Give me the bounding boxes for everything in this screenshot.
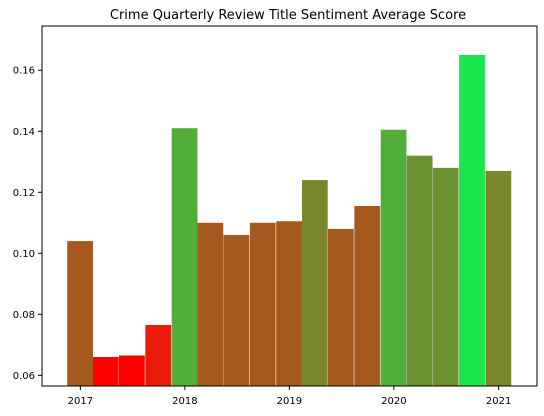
bar-2 — [92, 357, 119, 386]
bar-13 — [380, 129, 407, 386]
y-tick-label: 0.08 — [13, 310, 35, 321]
bar-16 — [459, 54, 485, 386]
bar-12 — [354, 206, 381, 386]
bar-5 — [171, 128, 198, 386]
bars-group — [67, 54, 512, 386]
y-tick-label: 0.10 — [13, 249, 35, 260]
y-tick-label: 0.14 — [13, 127, 35, 138]
y-axis: 0.06 0.08 0.10 0.12 0.14 0.16 — [13, 66, 42, 382]
x-tick-label: 2021 — [486, 396, 511, 407]
bar-7 — [223, 234, 250, 386]
bar-8 — [249, 222, 276, 386]
bar-14 — [406, 155, 433, 386]
x-tick-label: 2019 — [277, 396, 302, 407]
y-tick-label: 0.12 — [13, 188, 35, 199]
bar-15 — [432, 167, 459, 386]
bar-1 — [67, 241, 93, 386]
bar-3 — [119, 355, 145, 386]
bar-4 — [145, 324, 172, 386]
y-tick-label: 0.16 — [13, 66, 35, 77]
bar-9 — [276, 221, 302, 386]
bar-6 — [197, 222, 224, 386]
x-tick-label: 2018 — [172, 396, 197, 407]
bar-11 — [328, 228, 354, 386]
y-tick-label: 0.06 — [13, 371, 35, 382]
x-axis: 2017 2018 2019 2020 2021 — [68, 386, 511, 407]
bar-10 — [301, 180, 328, 386]
x-tick-label: 2017 — [68, 396, 93, 407]
chart-title: Crime Quarterly Review Title Sentiment A… — [110, 8, 466, 23]
x-tick-label: 2020 — [381, 396, 406, 407]
bar-17 — [485, 170, 512, 386]
